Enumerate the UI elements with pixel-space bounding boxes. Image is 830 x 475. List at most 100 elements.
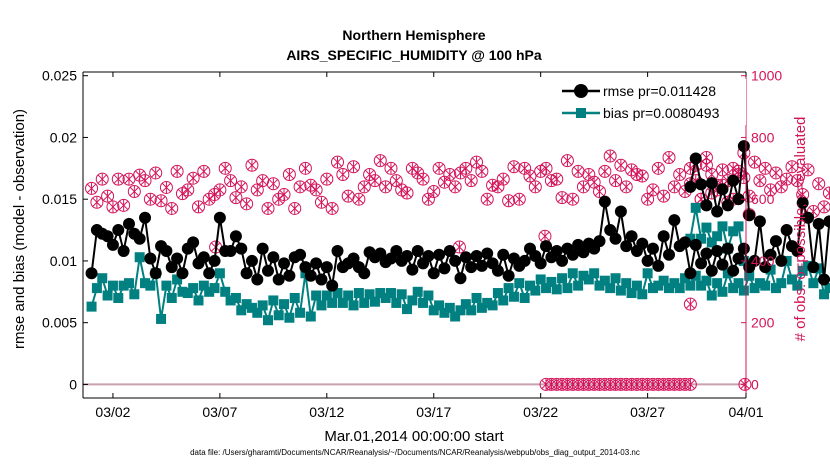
- rmse-point: [294, 248, 307, 261]
- x-tick-label: 03/02: [95, 404, 130, 420]
- rmse-point: [449, 254, 462, 267]
- y-right-tick-label: 400: [751, 253, 775, 269]
- obs-possible-marker: [512, 192, 526, 206]
- rmse-point: [224, 245, 237, 258]
- bias-point: [562, 283, 573, 294]
- bias-point: [674, 283, 685, 294]
- obs-possible-marker: [266, 177, 280, 191]
- rmse-point: [534, 257, 547, 270]
- obs-possible-marker: [528, 180, 542, 194]
- rmse-point: [737, 140, 750, 153]
- obs-possible-marker: [715, 163, 729, 177]
- obs-possible-marker: [400, 186, 414, 200]
- bias-point: [530, 285, 541, 296]
- rmse-point: [390, 245, 403, 258]
- rmse-point: [122, 217, 135, 230]
- obs-possible-marker: [822, 186, 830, 200]
- obs-possible-marker: [576, 180, 590, 194]
- obs-possible-marker: [314, 195, 328, 209]
- rmse-point: [454, 272, 467, 285]
- obs-possible-marker: [758, 161, 772, 175]
- bias-point: [241, 299, 252, 310]
- rmse-point: [727, 174, 740, 187]
- obs-possible-marker: [127, 184, 141, 198]
- rmse-point: [491, 264, 504, 277]
- legend-rmse-marker: [574, 84, 588, 98]
- bias-point: [712, 278, 723, 289]
- rmse-point: [721, 242, 734, 255]
- obs-possible-marker: [432, 161, 446, 175]
- rmse-point: [705, 177, 718, 190]
- bias-point: [343, 290, 354, 301]
- obs-possible-marker: [683, 297, 697, 311]
- rmse-point: [208, 254, 221, 267]
- obs-possible-marker: [325, 201, 339, 215]
- obs-possible-marker: [181, 183, 195, 197]
- obs-possible-marker: [657, 189, 671, 203]
- bias-point: [279, 299, 290, 310]
- rmse-point: [721, 199, 734, 212]
- obs-possible-marker: [544, 174, 558, 188]
- rmse-point: [299, 261, 312, 274]
- bias-point: [161, 280, 172, 291]
- bias-point: [268, 295, 279, 306]
- obs-possible-marker: [817, 200, 830, 214]
- bias-point: [428, 305, 439, 316]
- rmse-point: [245, 254, 258, 267]
- rmse-point: [759, 261, 772, 274]
- rmse-point: [171, 252, 184, 265]
- bias-point: [621, 278, 632, 289]
- chart-title: Northern Hemisphere: [342, 27, 485, 43]
- obs-possible-marker: [218, 161, 232, 175]
- rmse-point: [695, 257, 708, 270]
- bias-point: [214, 268, 225, 279]
- bias-point: [760, 280, 771, 291]
- obs-possible-marker: [165, 201, 179, 215]
- bias-point: [295, 307, 306, 318]
- obs-possible-marker: [651, 161, 665, 175]
- obs-possible-marker: [224, 174, 238, 188]
- obs-possible-marker: [555, 191, 569, 205]
- bias-point: [487, 300, 498, 311]
- rmse-point: [743, 209, 756, 222]
- bias-point: [717, 221, 728, 232]
- rmse-point: [411, 245, 424, 258]
- bias-point: [450, 311, 461, 322]
- bias-point: [642, 268, 653, 279]
- rmse-point: [160, 245, 173, 258]
- rmse-point: [518, 254, 531, 267]
- rmse-point: [475, 259, 488, 272]
- x-axis-label: Mar.01,2014 00:00:00 start: [324, 428, 504, 445]
- rmse-point: [144, 252, 157, 265]
- bias-point: [262, 315, 273, 326]
- rmse-point: [737, 242, 750, 255]
- rmse-point: [566, 248, 579, 261]
- rmse-point: [689, 152, 702, 165]
- bias-point: [391, 297, 402, 308]
- bias-point: [631, 280, 642, 291]
- rmse-point: [823, 215, 830, 228]
- rmse-point: [646, 242, 659, 255]
- bias-point: [332, 288, 343, 299]
- obs-possible-marker: [357, 180, 371, 194]
- bias-point: [712, 231, 723, 242]
- bias-point: [209, 283, 220, 294]
- bias-point: [535, 274, 546, 285]
- bias-point: [230, 292, 241, 303]
- obs-possible-marker: [790, 174, 804, 188]
- bias-point: [359, 297, 370, 308]
- rmse-point: [807, 261, 820, 274]
- bias-point: [471, 292, 482, 303]
- rmse-point: [609, 232, 622, 245]
- bias-point: [129, 289, 140, 300]
- rmse-point: [310, 257, 323, 270]
- bias-point: [728, 226, 739, 237]
- obs-possible-marker: [539, 161, 553, 175]
- rmse-point: [598, 195, 611, 208]
- bias-point: [375, 288, 386, 299]
- rmse-point: [540, 240, 553, 253]
- bias-point: [664, 283, 675, 294]
- rmse-point: [818, 273, 830, 286]
- bias-point: [701, 222, 712, 233]
- legend-box: [558, 79, 746, 125]
